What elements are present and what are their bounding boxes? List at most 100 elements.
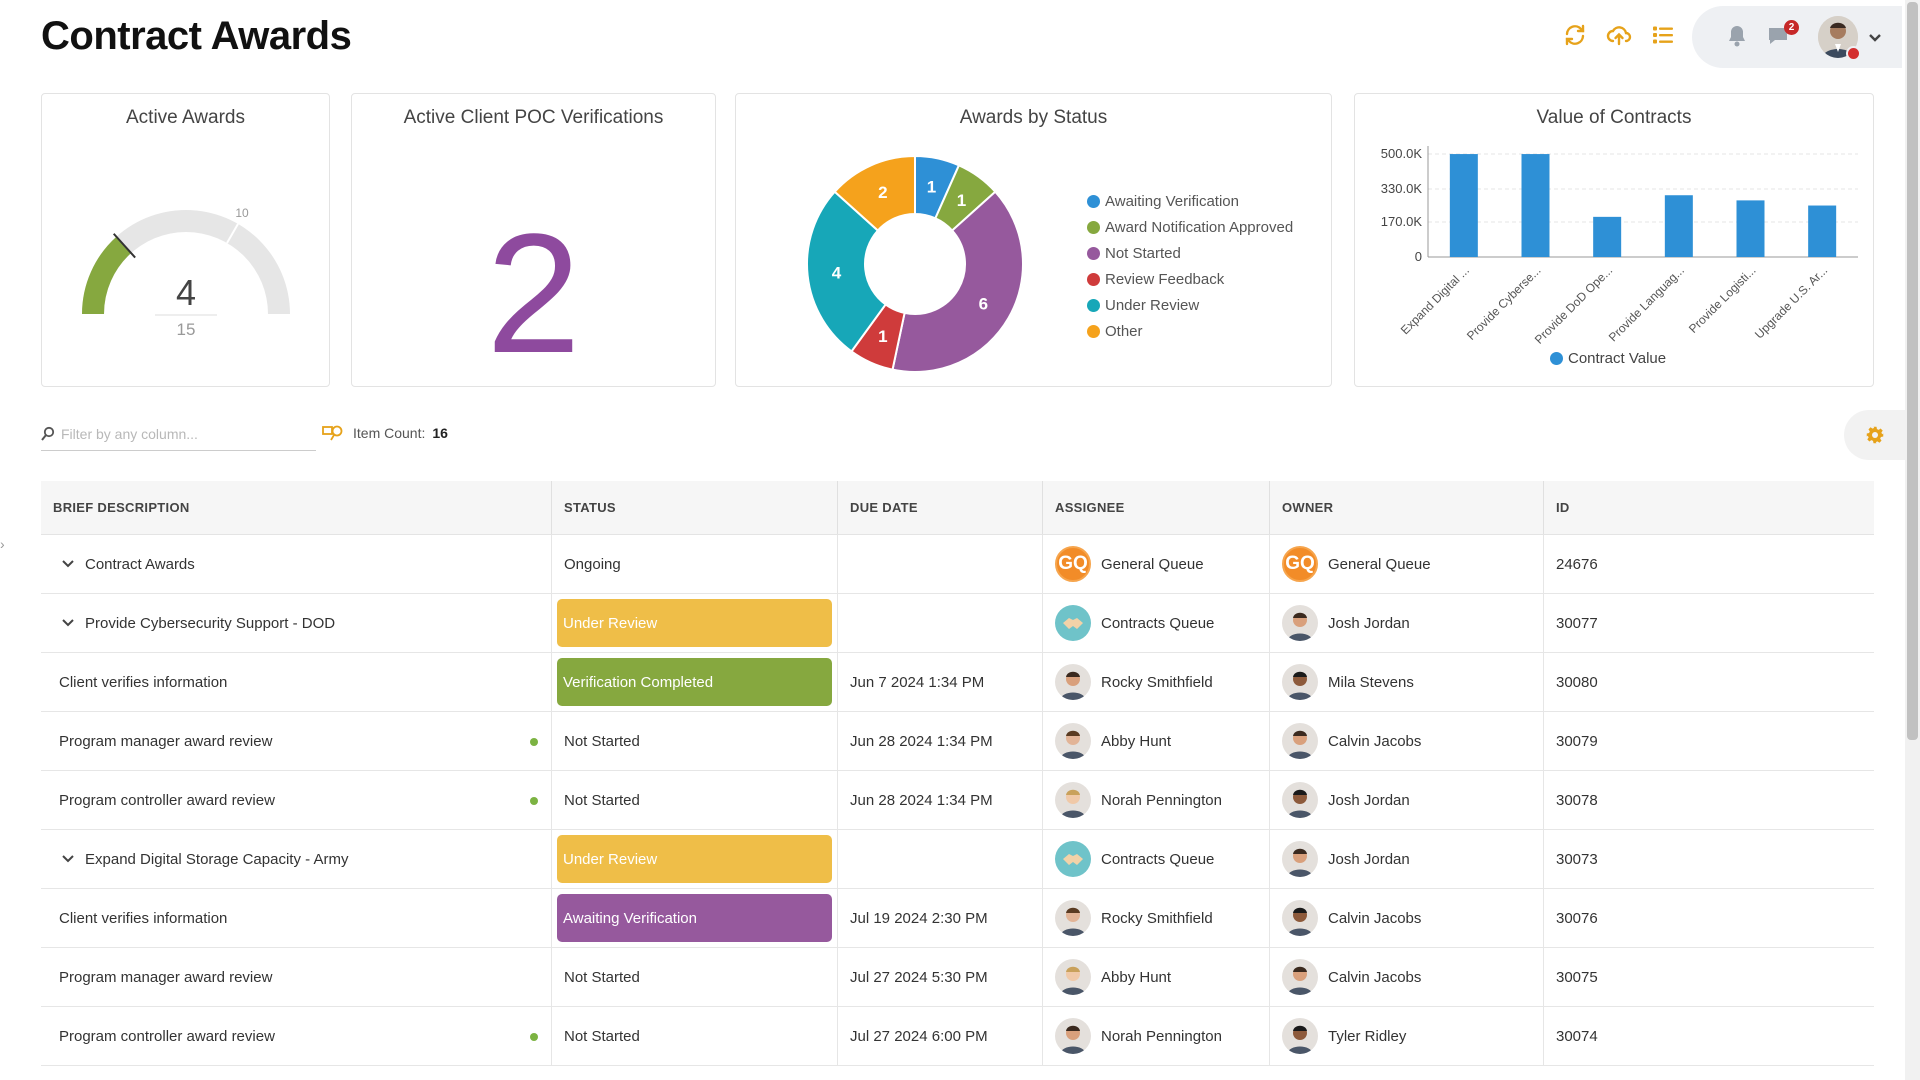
chevron-down-icon[interactable] (59, 560, 77, 568)
assignee-cell[interactable]: Rocky Smithfield (1043, 889, 1270, 947)
column-header-assignee[interactable]: ASSIGNEE (1043, 481, 1270, 534)
assignee-cell[interactable]: Norah Pennington (1043, 1007, 1270, 1065)
status-text: Ongoing (564, 555, 621, 573)
table-row[interactable]: Program manager award review Not Started J… (41, 712, 1874, 771)
status-cell[interactable]: Not Started (552, 1007, 838, 1065)
owner-cell[interactable]: Calvin Jacobs (1270, 712, 1544, 770)
column-header-due-date[interactable]: DUE DATE (838, 481, 1043, 534)
status-cell[interactable]: Awaiting Verification (552, 889, 838, 947)
filter-search-icon[interactable] (322, 424, 346, 442)
assignee-name: Norah Pennington (1101, 791, 1222, 809)
description-cell[interactable]: Contract Awards (41, 535, 552, 593)
bar-legend: Contract Value (1550, 350, 1666, 367)
status-cell[interactable]: Not Started (552, 948, 838, 1006)
legend-item[interactable]: Under Review (1087, 292, 1293, 318)
grid-body: Contract Awards Ongoing GQ General Queue GQ G… (41, 535, 1874, 1066)
assignee-cell[interactable]: Abby Hunt (1043, 948, 1270, 1006)
sidebar-expand-icon[interactable]: › (0, 536, 5, 552)
table-row[interactable]: Provide Cybersecurity Support - DOD Under… (41, 594, 1874, 653)
description-cell[interactable]: Program controller award review (41, 771, 552, 829)
lock-icon (1846, 46, 1861, 61)
assignee-name: Contracts Queue (1101, 850, 1215, 868)
legend-item[interactable]: Award Notification Approved (1087, 214, 1293, 240)
description-cell[interactable]: Program manager award review (41, 948, 552, 1006)
table-row[interactable]: Client verifies information Awaiting Veri… (41, 889, 1874, 948)
table-row[interactable]: Program controller award review Not Start… (41, 771, 1874, 830)
column-header-id[interactable]: ID (1556, 500, 1570, 515)
table-row[interactable]: Contract Awards Ongoing GQ General Queue GQ G… (41, 535, 1874, 594)
column-header-owner[interactable]: OWNER (1270, 481, 1544, 534)
owner-cell[interactable]: Josh Jordan (1270, 594, 1544, 652)
person-avatar (1055, 1018, 1091, 1054)
description-cell[interactable]: Program controller award review (41, 1007, 552, 1065)
bell-icon[interactable] (1726, 24, 1748, 53)
due-date-cell (838, 594, 1043, 652)
legend-item[interactable]: Review Feedback (1087, 266, 1293, 292)
poc-verifications-card[interactable]: Active Client POC Verifications 2 (351, 93, 716, 389)
x-tick-label: Provide Cyberse... (1464, 263, 1544, 343)
chat-icon[interactable] (1766, 24, 1790, 53)
assignee-cell[interactable]: Abby Hunt (1043, 712, 1270, 770)
legend-label: Award Notification Approved (1105, 218, 1294, 236)
owner-name: Calvin Jacobs (1328, 968, 1422, 986)
assignee-name: Rocky Smithfield (1101, 909, 1213, 927)
status-cell[interactable]: Verification Completed (552, 653, 838, 711)
owner-cell[interactable]: Tyler Ridley (1270, 1007, 1544, 1065)
vertical-scrollbar[interactable] (1905, 0, 1920, 1080)
owner-cell[interactable]: Mila Stevens (1270, 653, 1544, 711)
list-view-icon[interactable] (1648, 20, 1678, 50)
column-header-status[interactable]: STATUS (552, 481, 838, 534)
table-row[interactable]: Program manager award review Not Started J… (41, 948, 1874, 1007)
status-cell[interactable]: Not Started (552, 712, 838, 770)
table-row[interactable]: Program controller award review Not Start… (41, 1007, 1874, 1066)
filter-box (41, 418, 316, 451)
status-cell[interactable]: Under Review (552, 594, 838, 652)
assignee-cell[interactable]: GQ General Queue (1043, 535, 1270, 593)
description-cell[interactable]: Program manager award review (41, 712, 552, 770)
due-date-text: Jul 19 2024 2:30 PM (850, 909, 988, 927)
legend-label: Under Review (1105, 296, 1200, 314)
assignee-cell[interactable]: Contracts Queue (1043, 594, 1270, 652)
status-cell[interactable]: Under Review (552, 830, 838, 888)
legend-item[interactable]: Other (1087, 318, 1293, 344)
description-cell[interactable]: Expand Digital Storage Capacity - Army (41, 830, 552, 888)
filter-input[interactable] (61, 426, 301, 442)
description-cell[interactable]: Provide Cybersecurity Support - DOD (41, 594, 552, 652)
chevron-down-icon[interactable] (59, 855, 77, 863)
chevron-down-icon[interactable] (1868, 30, 1882, 48)
chevron-down-icon[interactable] (59, 619, 77, 627)
table-row[interactable]: Client verifies information Verification … (41, 653, 1874, 712)
assignee-cell[interactable]: Contracts Queue (1043, 830, 1270, 888)
owner-cell[interactable]: Calvin Jacobs (1270, 948, 1544, 1006)
owner-cell[interactable]: Calvin Jacobs (1270, 889, 1544, 947)
owner-name: Mila Stevens (1328, 673, 1414, 691)
description-text: Provide Cybersecurity Support - DOD (85, 614, 336, 632)
active-awards-card: Active Awards 4 15 10 (41, 93, 330, 387)
description-cell[interactable]: Client verifies information (41, 889, 552, 947)
column-header-description[interactable]: BRIEF DESCRIPTION (41, 481, 552, 534)
refresh-icon[interactable] (1560, 20, 1590, 50)
due-date-cell: Jul 19 2024 2:30 PM (838, 889, 1043, 947)
owner-cell[interactable]: GQ General Queue (1270, 535, 1544, 593)
table-row[interactable]: Expand Digital Storage Capacity - Army Un… (41, 830, 1874, 889)
status-cell[interactable]: Not Started (552, 771, 838, 829)
unread-indicator (530, 738, 538, 746)
status-cell[interactable]: Ongoing (552, 535, 838, 593)
person-avatar (1055, 959, 1091, 995)
legend-item[interactable]: Awaiting Verification (1087, 188, 1293, 214)
scrollbar-thumb[interactable] (1907, 2, 1918, 740)
id-cell: 30077 (1544, 594, 1874, 652)
upload-cloud-icon[interactable] (1604, 20, 1634, 50)
gauge-threshold-label: 10 (235, 206, 249, 220)
legend-label: Awaiting Verification (1105, 192, 1239, 210)
owner-cell[interactable]: Josh Jordan (1270, 830, 1544, 888)
owner-cell[interactable]: Josh Jordan (1270, 771, 1544, 829)
legend-item[interactable]: Not Started (1087, 240, 1293, 266)
description-cell[interactable]: Client verifies information (41, 653, 552, 711)
assignee-cell[interactable]: Rocky Smithfield (1043, 653, 1270, 711)
settings-button[interactable] (1844, 410, 1905, 460)
assignee-cell[interactable]: Norah Pennington (1043, 771, 1270, 829)
